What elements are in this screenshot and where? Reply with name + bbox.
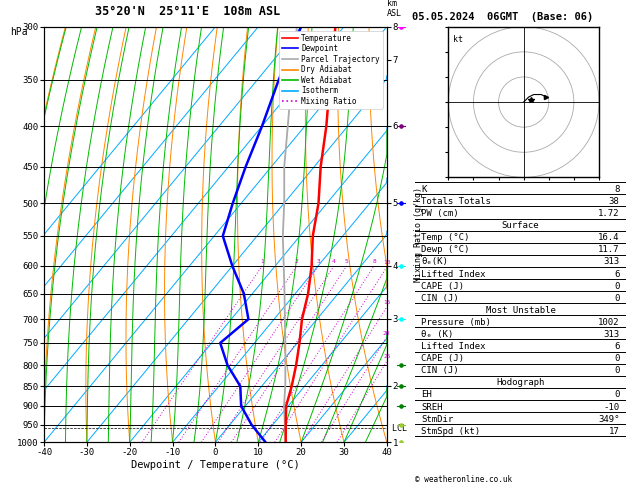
Text: 20: 20 (382, 330, 390, 336)
Text: 1.72: 1.72 (598, 209, 620, 218)
Text: CAPE (J): CAPE (J) (421, 354, 464, 363)
Text: 05.05.2024  06GMT  (Base: 06): 05.05.2024 06GMT (Base: 06) (412, 12, 593, 22)
Text: θₑ (K): θₑ (K) (421, 330, 454, 339)
Text: 35°20'N  25°11'E  108m ASL: 35°20'N 25°11'E 108m ASL (96, 5, 281, 18)
Text: 11.7: 11.7 (598, 245, 620, 254)
Text: 4: 4 (332, 259, 336, 264)
X-axis label: Dewpoint / Temperature (°C): Dewpoint / Temperature (°C) (131, 460, 300, 469)
Text: 17: 17 (609, 427, 620, 436)
Text: 10: 10 (383, 260, 391, 265)
Text: 349°: 349° (598, 415, 620, 424)
Text: K: K (421, 185, 427, 194)
Text: StmSpd (kt): StmSpd (kt) (421, 427, 481, 436)
Text: 0: 0 (614, 390, 620, 399)
Text: EH: EH (421, 390, 432, 399)
Text: Surface: Surface (502, 221, 539, 230)
Text: © weatheronline.co.uk: © weatheronline.co.uk (415, 474, 512, 484)
Text: 0: 0 (614, 281, 620, 291)
Text: Lifted Index: Lifted Index (421, 342, 486, 351)
Text: 25: 25 (383, 354, 391, 359)
Text: 3: 3 (316, 259, 320, 264)
Text: Most Unstable: Most Unstable (486, 306, 555, 315)
Text: 8: 8 (614, 185, 620, 194)
Text: 2: 2 (295, 259, 299, 264)
Text: Hodograph: Hodograph (496, 378, 545, 387)
Text: θₑ(K): θₑ(K) (421, 258, 448, 266)
Text: Totals Totals: Totals Totals (421, 197, 491, 206)
Text: km
ASL: km ASL (387, 0, 402, 18)
Text: Pressure (mb): Pressure (mb) (421, 318, 491, 327)
Text: Dewp (°C): Dewp (°C) (421, 245, 470, 254)
Text: 15: 15 (383, 300, 391, 305)
Text: 0: 0 (614, 366, 620, 375)
Text: 0: 0 (614, 354, 620, 363)
Text: 5: 5 (345, 259, 348, 264)
Text: 38: 38 (609, 197, 620, 206)
Text: 0: 0 (614, 294, 620, 303)
Text: 16.4: 16.4 (598, 233, 620, 242)
Text: 1002: 1002 (598, 318, 620, 327)
Text: 8: 8 (372, 259, 376, 264)
Text: 6: 6 (614, 342, 620, 351)
Text: 6: 6 (614, 270, 620, 278)
Legend: Temperature, Dewpoint, Parcel Trajectory, Dry Adiabat, Wet Adiabat, Isotherm, Mi: Temperature, Dewpoint, Parcel Trajectory… (279, 31, 383, 109)
Text: CIN (J): CIN (J) (421, 366, 459, 375)
Text: Temp (°C): Temp (°C) (421, 233, 470, 242)
Text: 1: 1 (260, 259, 264, 264)
Text: StmDir: StmDir (421, 415, 454, 424)
Text: 313: 313 (603, 330, 620, 339)
Text: hPa: hPa (10, 27, 28, 37)
Text: Mixing Ratio (g/kg): Mixing Ratio (g/kg) (415, 187, 423, 282)
Text: -10: -10 (603, 402, 620, 412)
Text: kt: kt (454, 35, 464, 44)
Text: Lifted Index: Lifted Index (421, 270, 486, 278)
Text: CAPE (J): CAPE (J) (421, 281, 464, 291)
Text: SREH: SREH (421, 402, 443, 412)
Text: CIN (J): CIN (J) (421, 294, 459, 303)
Text: LCL: LCL (387, 424, 407, 433)
Text: PW (cm): PW (cm) (421, 209, 459, 218)
Text: 313: 313 (603, 258, 620, 266)
